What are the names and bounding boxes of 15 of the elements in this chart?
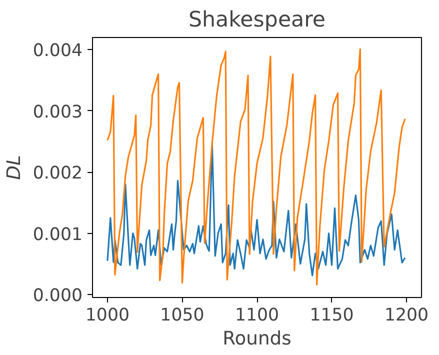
x-tick-label: 1050 (160, 306, 204, 326)
y-tick-label: 0.000 (32, 286, 83, 306)
y-tick-label: 0.003 (32, 102, 83, 122)
chart-title: Shakespeare (188, 8, 326, 32)
y-tick-label: 0.001 (32, 224, 83, 245)
y-axis-title: DL (4, 155, 25, 180)
x-tick-label: 1100 (234, 306, 280, 326)
y-tick-label: 0.002 (32, 164, 83, 184)
x-tick-label: 1150 (310, 306, 354, 326)
y-tick-label: 0.004 (32, 41, 83, 62)
x-tick-label: 1200 (384, 306, 429, 326)
x-tick-label: 1000 (85, 306, 130, 326)
line-series (106, 144, 406, 276)
line-series (106, 48, 406, 286)
x-axis-title: Rounds (222, 328, 292, 350)
